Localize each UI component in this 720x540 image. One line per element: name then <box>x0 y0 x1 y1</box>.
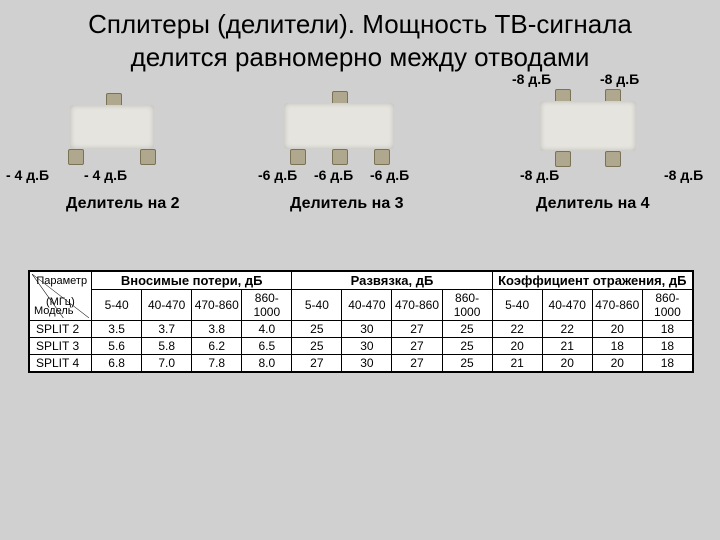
val-cell: 27 <box>292 355 342 372</box>
val-cell: 5.8 <box>142 338 192 355</box>
label-d3-2: -6 д.Б <box>314 167 353 183</box>
val-cell: 7.0 <box>142 355 192 372</box>
val-cell: 25 <box>442 338 492 355</box>
val-cell: 6.8 <box>92 355 142 372</box>
val-cell: 3.8 <box>192 321 242 338</box>
val-cell: 21 <box>492 355 542 372</box>
model-cell: SPLIT 4 <box>30 355 92 372</box>
val-cell: 27 <box>392 338 442 355</box>
model-cell: SPLIT 2 <box>30 321 92 338</box>
val-cell: 25 <box>292 321 342 338</box>
val-cell: 30 <box>342 355 392 372</box>
val-cell: 18 <box>642 355 692 372</box>
val-cell: 27 <box>392 321 442 338</box>
group-reflect: Коэффициент отражения, дБ <box>492 272 692 290</box>
val-cell: 22 <box>492 321 542 338</box>
val-cell: 27 <box>392 355 442 372</box>
label-d4-bot-right: -8 д.Б <box>664 167 703 183</box>
val-cell: 3.7 <box>142 321 192 338</box>
val-cell: 4.0 <box>242 321 292 338</box>
val-cell: 6.5 <box>242 338 292 355</box>
devices-area: -8 д.Б -8 д.Б - 4 д.Б - 4 д.Б -6 д.Б -6 … <box>0 75 720 195</box>
val-cell: 20 <box>492 338 542 355</box>
label-d4-top-right: -8 д.Б <box>600 71 639 87</box>
freq-row: 5-40 40-470 470-860 860-1000 5-40 40-470… <box>30 290 693 321</box>
val-cell: 22 <box>542 321 592 338</box>
val-cell: 18 <box>642 321 692 338</box>
val-cell: 7.8 <box>192 355 242 372</box>
val-cell: 5.6 <box>92 338 142 355</box>
table-row: SPLIT 4 6.8 7.0 7.8 8.0 27 30 27 25 21 2… <box>30 355 693 372</box>
val-cell: 18 <box>642 338 692 355</box>
val-cell: 30 <box>342 338 392 355</box>
freq-cell: 40-470 <box>142 290 192 321</box>
val-cell: 3.5 <box>92 321 142 338</box>
label-d3-1: -6 д.Б <box>258 167 297 183</box>
label-d2-right: - 4 д.Б <box>84 167 127 183</box>
freq-cell: 860-1000 <box>642 290 692 321</box>
val-cell: 20 <box>542 355 592 372</box>
spec-table: Параметр (МГц) Модель Вносимые потери, д… <box>28 270 694 373</box>
val-cell: 25 <box>292 338 342 355</box>
label-d4-top-left: -8 д.Б <box>512 71 551 87</box>
freq-cell: 470-860 <box>392 290 442 321</box>
freq-cell: 40-470 <box>342 290 392 321</box>
table-row: SPLIT 3 5.6 5.8 6.2 6.5 25 30 27 25 20 2… <box>30 338 693 355</box>
freq-cell: 860-1000 <box>242 290 292 321</box>
val-cell: 20 <box>592 355 642 372</box>
diag-param: Параметр <box>36 275 87 287</box>
val-cell: 25 <box>442 321 492 338</box>
val-cell: 25 <box>442 355 492 372</box>
table-row: SPLIT 2 3.5 3.7 3.8 4.0 25 30 27 25 22 2… <box>30 321 693 338</box>
caption-d2: Делитель на 2 <box>66 195 180 213</box>
val-cell: 20 <box>592 321 642 338</box>
group-isol: Развязка, дБ <box>292 272 492 290</box>
val-cell: 21 <box>542 338 592 355</box>
group-loss: Вносимые потери, дБ <box>92 272 292 290</box>
label-d3-3: -6 д.Б <box>370 167 409 183</box>
label-d4-bot-left: -8 д.Б <box>520 167 559 183</box>
diag-cell: Параметр (МГц) Модель <box>30 272 92 321</box>
val-cell: 30 <box>342 321 392 338</box>
freq-cell: 5-40 <box>492 290 542 321</box>
val-cell: 6.2 <box>192 338 242 355</box>
freq-cell: 470-860 <box>592 290 642 321</box>
captions-row: Делитель на 2 Делитель на 3 Делитель на … <box>0 195 720 221</box>
label-d2-left: - 4 д.Б <box>6 167 49 183</box>
caption-d4: Делитель на 4 <box>536 195 650 213</box>
freq-cell: 470-860 <box>192 290 242 321</box>
val-cell: 18 <box>592 338 642 355</box>
val-cell: 8.0 <box>242 355 292 372</box>
freq-cell: 860-1000 <box>442 290 492 321</box>
freq-cell: 5-40 <box>92 290 142 321</box>
model-cell: SPLIT 3 <box>30 338 92 355</box>
caption-d3: Делитель на 3 <box>290 195 404 213</box>
diag-model: Модель <box>34 305 73 317</box>
freq-cell: 40-470 <box>542 290 592 321</box>
freq-cell: 5-40 <box>292 290 342 321</box>
page-title: Сплитеры (делители). Мощность ТВ-сигнала… <box>0 0 720 73</box>
